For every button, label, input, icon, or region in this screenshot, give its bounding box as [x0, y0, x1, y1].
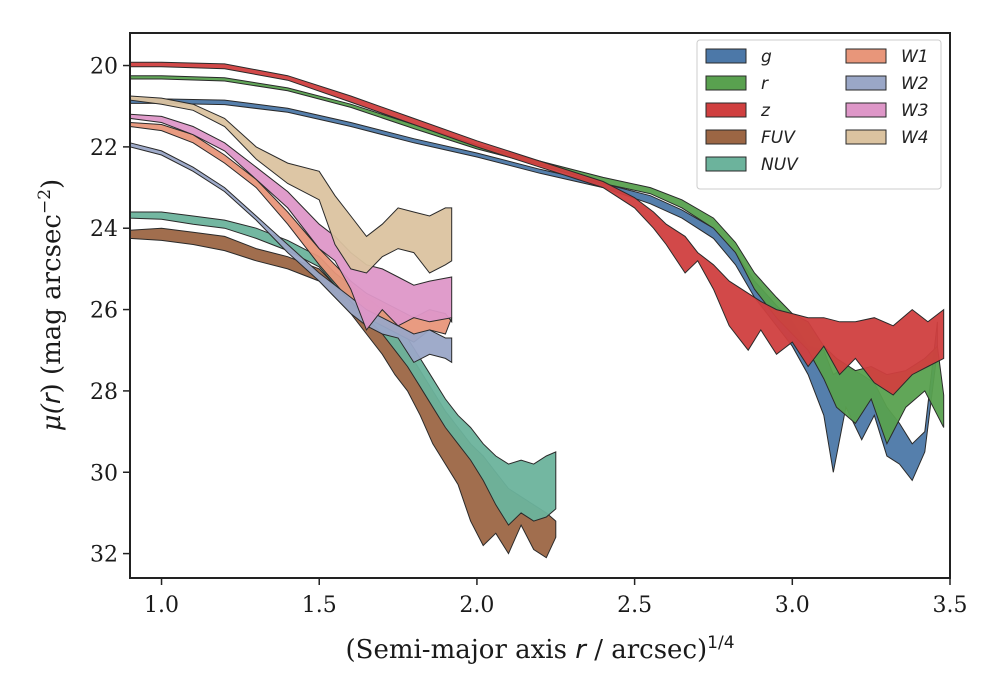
series-band-z	[129, 61, 945, 396]
y-tick-label: 30	[90, 461, 118, 486]
legend-label-r: r	[761, 74, 769, 94]
y-axis-ticks: 20 22 24 26 28 30 32	[90, 55, 130, 568]
y-tick-label: 28	[90, 380, 118, 405]
x-tick-label: 2.0	[459, 593, 494, 618]
x-axis-label: (Semi-major axis r / arcsec)1/4	[345, 633, 734, 665]
y-tick-label: 26	[90, 299, 118, 324]
legend-swatch-fuv	[705, 129, 747, 145]
legend-swatch-g	[705, 48, 747, 64]
legend-label-w4: W4	[901, 128, 929, 148]
legend-swatch-w4	[845, 129, 887, 145]
x-tick-label: 3.0	[775, 593, 810, 618]
legend-swatch-w1	[845, 48, 887, 64]
x-axis-ticks: 1.0 1.5 2.0 2.5 3.0 3.5	[144, 578, 968, 618]
legend-swatch-z	[705, 102, 747, 118]
x-tick-label: 3.5	[933, 593, 968, 618]
series-band-w2	[129, 142, 453, 364]
x-tick-label: 1.5	[302, 593, 337, 618]
legend-label-nuv: NUV	[761, 155, 799, 175]
series-areas	[129, 61, 945, 559]
legend-swatch-r	[705, 75, 747, 91]
y-tick-label: 32	[90, 543, 118, 568]
legend-swatch-w3	[845, 102, 887, 118]
plot-frame	[129, 32, 951, 579]
x-tick-label: 2.5	[617, 593, 652, 618]
legend-swatch-nuv	[705, 156, 747, 172]
y-tick-label: 22	[90, 136, 118, 161]
legend-label-w2: W2	[901, 74, 929, 94]
y-axis-label: μ(r) (mag arcsec−2)	[35, 179, 67, 431]
legend-swatch-w2	[845, 75, 887, 91]
x-tick-label: 1.0	[144, 593, 179, 618]
legend-label-w3: W3	[901, 101, 929, 121]
legend-label-fuv: FUV	[761, 128, 796, 148]
series-band-w3	[129, 113, 453, 331]
legend-label-g: g	[761, 47, 772, 67]
legend-label-w1: W1	[901, 47, 929, 67]
legend-label-z: z	[760, 101, 771, 121]
y-tick-label: 20	[90, 55, 118, 80]
legend: grz FUV NUV W1 W2 W3 W4	[696, 39, 942, 190]
series-band-w4	[129, 95, 453, 274]
y-tick-label: 24	[90, 217, 118, 242]
